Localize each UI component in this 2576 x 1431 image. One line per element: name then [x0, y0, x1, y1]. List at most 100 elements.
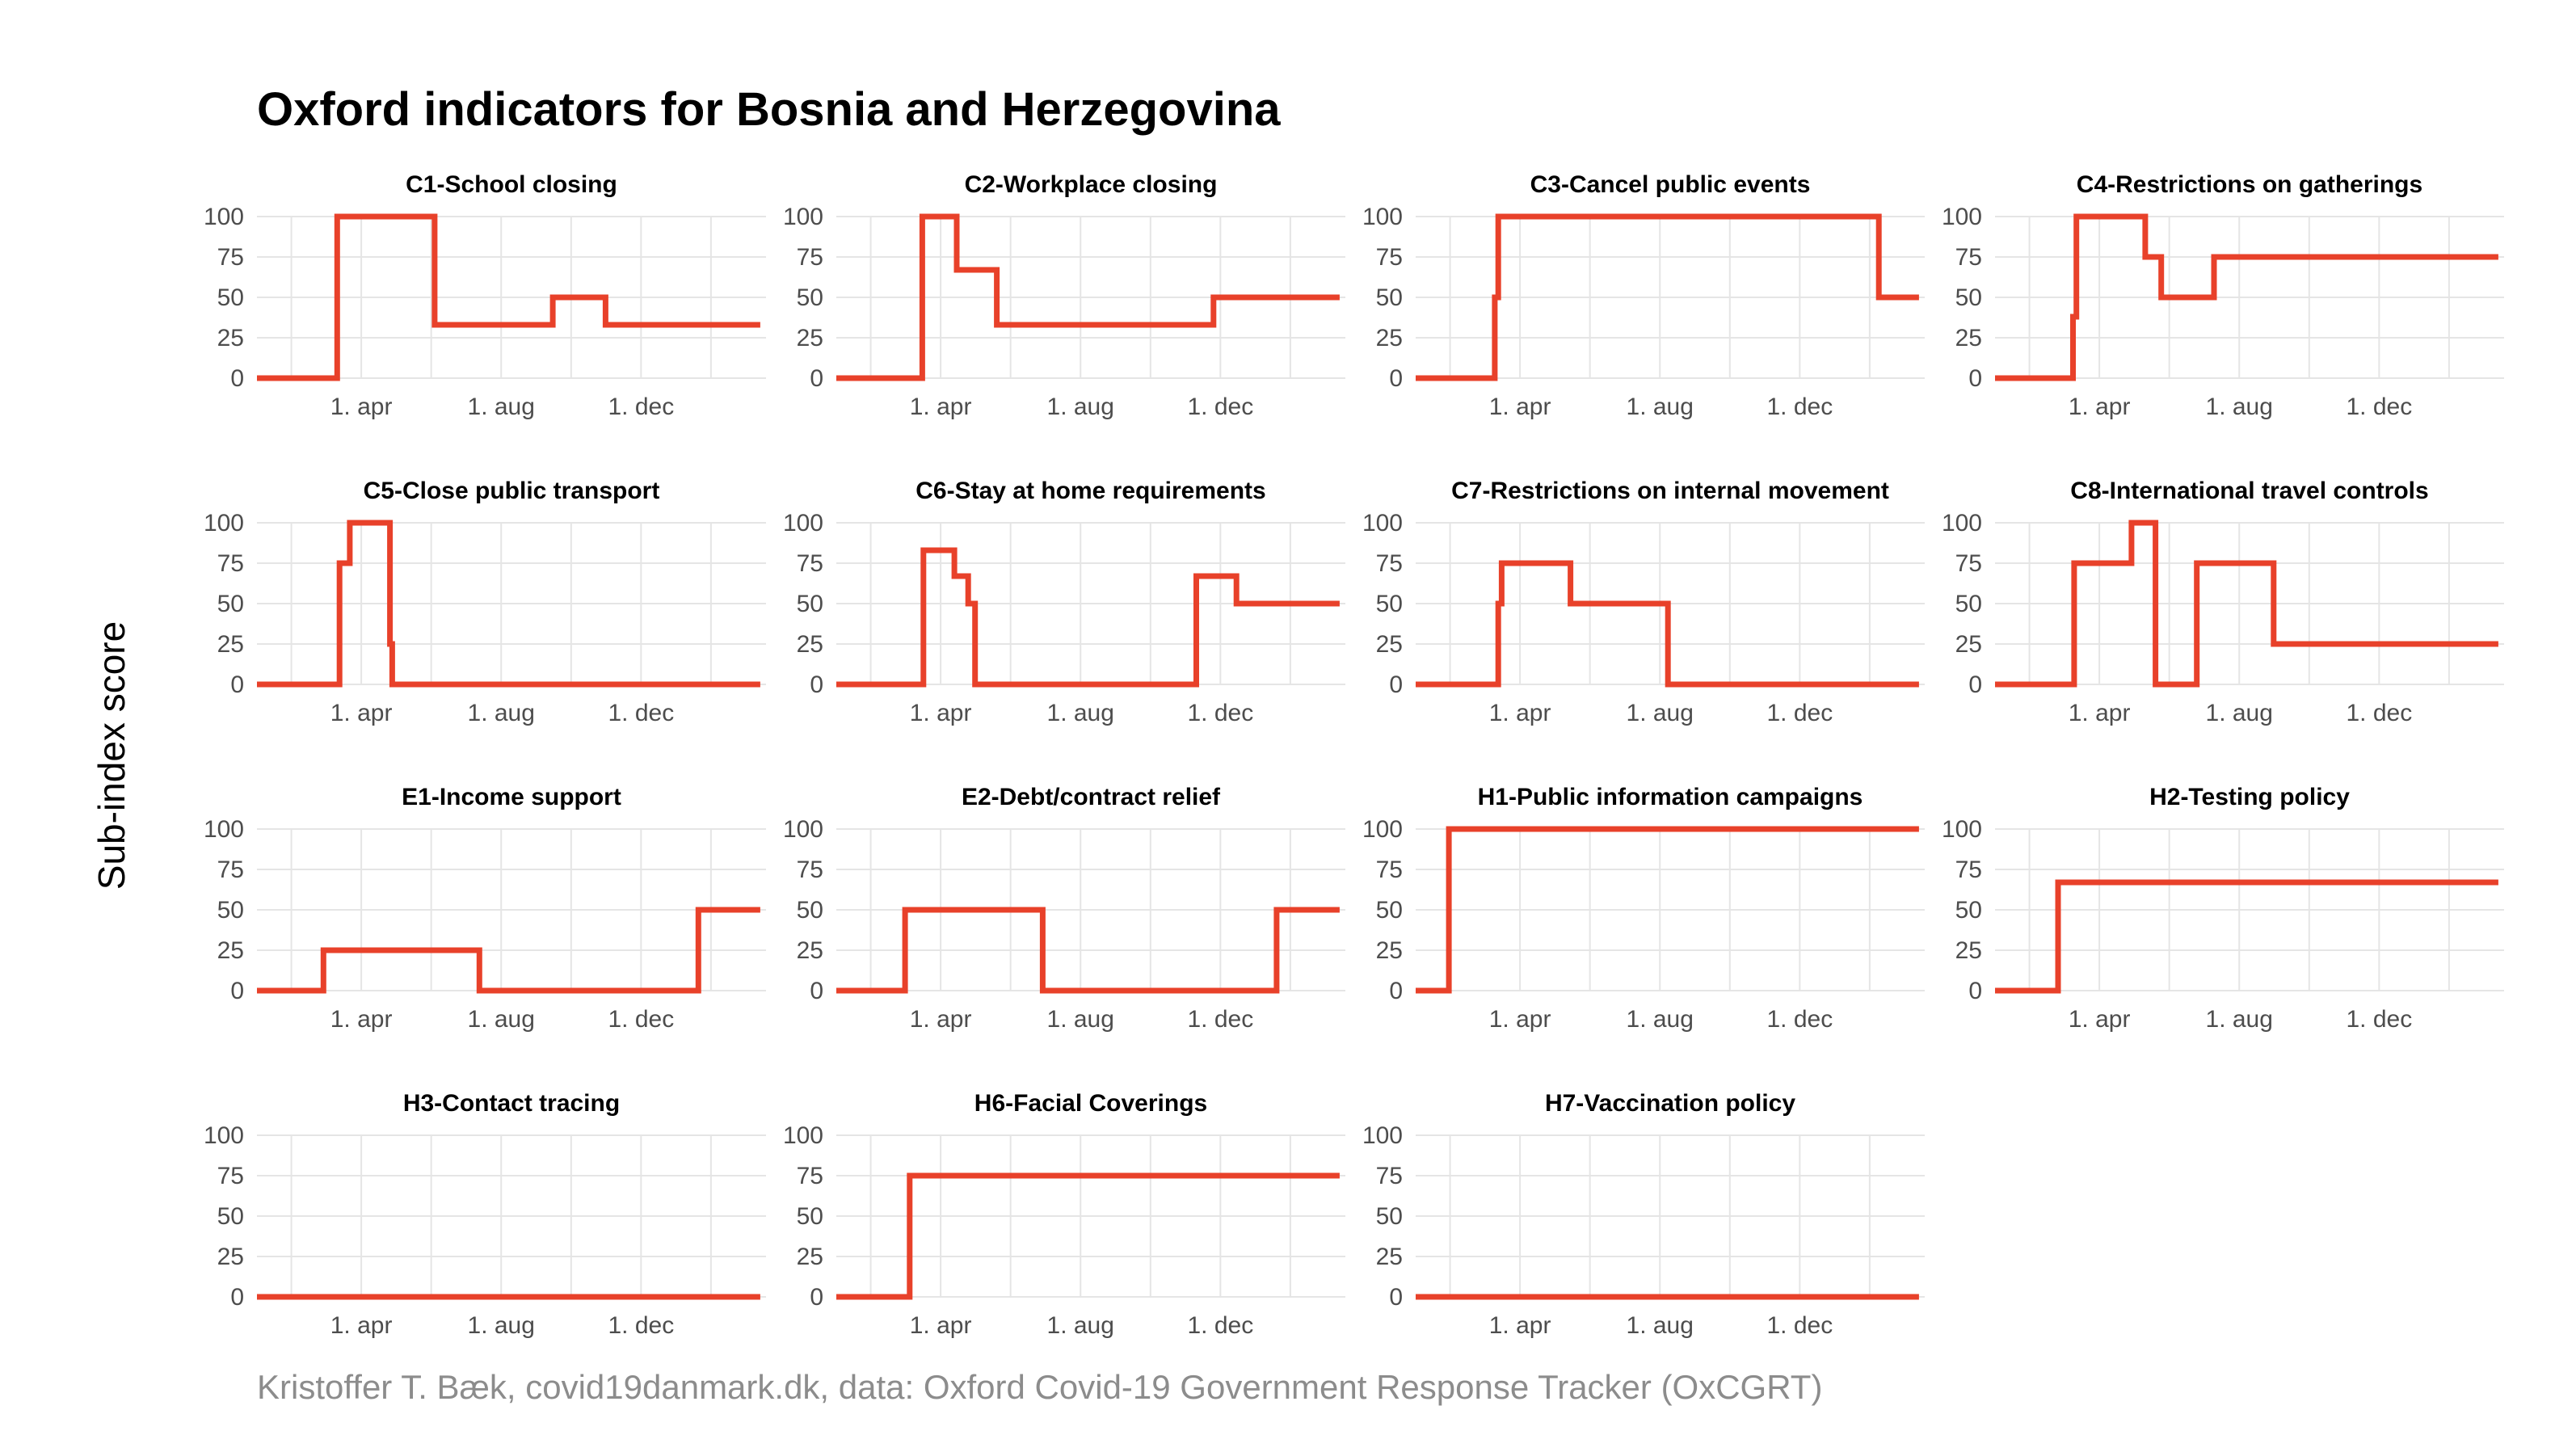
y-tick-label: 50 — [797, 1203, 823, 1230]
y-tick-label: 100 — [1942, 204, 1982, 230]
panel-title: H1-Public information campaigns — [1478, 784, 1863, 810]
y-tick-label: 25 — [217, 325, 244, 351]
x-tick-label: 1. aug — [1047, 700, 1114, 726]
series-line — [1995, 879, 2498, 994]
y-tick-label: 50 — [1955, 897, 1982, 924]
x-tick-label: 1. aug — [2206, 700, 2273, 726]
y-tick-label: 100 — [783, 510, 823, 537]
x-tick-label: 1. apr — [910, 1006, 972, 1033]
panel-9: 0 25 50 75 100 1. apr 1. aug 1. dec E1-Income su… — [204, 784, 766, 1033]
y-tick-label: 25 — [1955, 325, 1982, 351]
x-tick-label: 1. aug — [468, 1006, 535, 1033]
panel-4: 0 25 50 75 100 1. apr 1. aug 1. dec C4-Restricti… — [1942, 171, 2504, 420]
y-tick-label: 100 — [1362, 1122, 1403, 1149]
x-tick-label: 1. dec — [608, 700, 674, 726]
y-tick-label: 100 — [204, 1122, 244, 1149]
panel-10: 0 25 50 75 100 1. apr 1. aug 1. dec E2-Debt/cont… — [783, 784, 1345, 1033]
y-tick-label: 0 — [230, 1284, 244, 1311]
source-caption: Kristoffer T. Bæk, covid19danmark.dk, da… — [257, 1368, 1823, 1406]
panel-title: E1-Income support — [402, 784, 621, 810]
panel-title: C2-Workplace closing — [965, 171, 1218, 198]
y-tick-label: 50 — [1376, 591, 1403, 617]
y-tick-label: 0 — [810, 365, 823, 392]
x-tick-label: 1. dec — [1187, 1006, 1253, 1033]
x-tick-label: 1. dec — [1766, 1312, 1833, 1339]
y-tick-label: 25 — [1955, 631, 1982, 658]
panel-1: 0 25 50 75 100 1. apr 1. aug 1. dec C1-School cl… — [204, 171, 766, 420]
x-tick-label: 1. apr — [330, 1312, 393, 1339]
y-tick-label: 50 — [1376, 284, 1403, 311]
x-tick-label: 1. aug — [1047, 1312, 1114, 1339]
y-tick-label: 100 — [1362, 204, 1403, 230]
y-tick-label: 100 — [1942, 816, 1982, 843]
x-tick-label: 1. apr — [2069, 700, 2131, 726]
series-line — [1995, 520, 2498, 688]
y-tick-label: 75 — [1376, 550, 1403, 577]
series-line — [836, 907, 1340, 994]
y-tick-label: 100 — [204, 816, 244, 843]
panel-11: 0 25 50 75 100 1. apr 1. aug 1. dec H1-Public in… — [1362, 784, 1925, 1033]
x-tick-label: 1. dec — [608, 1006, 674, 1033]
panel-title: H7-Vaccination policy — [1545, 1090, 1795, 1117]
y-tick-label: 0 — [810, 978, 823, 1004]
y-tick-label: 75 — [1955, 856, 1982, 883]
series-line — [257, 213, 760, 381]
y-tick-label: 0 — [230, 671, 244, 698]
y-tick-label: 25 — [217, 937, 244, 964]
x-tick-label: 1. dec — [2346, 394, 2412, 420]
series-line — [1416, 213, 1919, 381]
y-tick-label: 0 — [1389, 365, 1403, 392]
x-tick-label: 1. apr — [2069, 394, 2131, 420]
y-tick-label: 25 — [1955, 937, 1982, 964]
x-tick-label: 1. apr — [910, 700, 972, 726]
x-tick-label: 1. apr — [330, 394, 393, 420]
series-line — [1416, 560, 1919, 688]
y-tick-label: 25 — [217, 631, 244, 658]
y-tick-label: 25 — [797, 325, 823, 351]
y-tick-label: 75 — [1955, 244, 1982, 271]
y-tick-label: 50 — [797, 284, 823, 311]
series-line — [1995, 213, 2498, 381]
panel-12: 0 25 50 75 100 1. apr 1. aug 1. dec H2-Testing p… — [1942, 784, 2504, 1033]
y-tick-label: 0 — [1968, 671, 1982, 698]
y-tick-label: 25 — [797, 1244, 823, 1270]
panel-8: 0 25 50 75 100 1. apr 1. aug 1. dec C8-Internati… — [1942, 478, 2504, 726]
x-tick-label: 1. aug — [1047, 1006, 1114, 1033]
x-tick-label: 1. aug — [1627, 700, 1694, 726]
panel-3: 0 25 50 75 100 1. apr 1. aug 1. dec C3-Cancel pu… — [1362, 171, 1925, 420]
panel-2: 0 25 50 75 100 1. apr 1. aug 1. dec C2-Workplace… — [783, 171, 1345, 420]
x-tick-label: 1. apr — [910, 394, 972, 420]
y-tick-label: 0 — [810, 1284, 823, 1311]
x-tick-label: 1. dec — [1187, 394, 1253, 420]
series-line — [1416, 826, 1919, 994]
x-tick-label: 1. dec — [1766, 394, 1833, 420]
x-tick-label: 1. apr — [330, 700, 393, 726]
y-tick-label: 50 — [797, 897, 823, 924]
x-tick-label: 1. dec — [2346, 700, 2412, 726]
y-tick-label: 50 — [217, 1203, 244, 1230]
x-tick-label: 1. aug — [1627, 394, 1694, 420]
y-tick-label: 25 — [1376, 631, 1403, 658]
y-tick-label: 75 — [1376, 244, 1403, 271]
x-tick-label: 1. apr — [2069, 1006, 2131, 1033]
x-tick-label: 1. apr — [1489, 1312, 1551, 1339]
panel-title: C3-Cancel public events — [1530, 171, 1811, 198]
x-tick-label: 1. dec — [608, 1312, 674, 1339]
y-tick-label: 100 — [204, 204, 244, 230]
y-tick-label: 50 — [797, 591, 823, 617]
x-tick-label: 1. aug — [468, 700, 535, 726]
y-tick-label: 75 — [1376, 856, 1403, 883]
x-tick-label: 1. apr — [1489, 394, 1551, 420]
series-line — [257, 907, 760, 994]
y-tick-label: 0 — [1389, 1284, 1403, 1311]
panel-title: C4-Restrictions on gatherings — [2077, 171, 2422, 198]
x-tick-label: 1. aug — [1627, 1312, 1694, 1339]
y-tick-label: 50 — [217, 284, 244, 311]
panel-7: 0 25 50 75 100 1. apr 1. aug 1. dec C7-Restricti… — [1362, 478, 1925, 726]
y-tick-label: 0 — [230, 978, 244, 1004]
panel-6: 0 25 50 75 100 1. apr 1. aug 1. dec C6-Stay at h… — [783, 478, 1345, 726]
x-tick-label: 1. apr — [330, 1006, 393, 1033]
x-tick-label: 1. dec — [1187, 1312, 1253, 1339]
panel-title: C6-Stay at home requirements — [915, 478, 1265, 504]
